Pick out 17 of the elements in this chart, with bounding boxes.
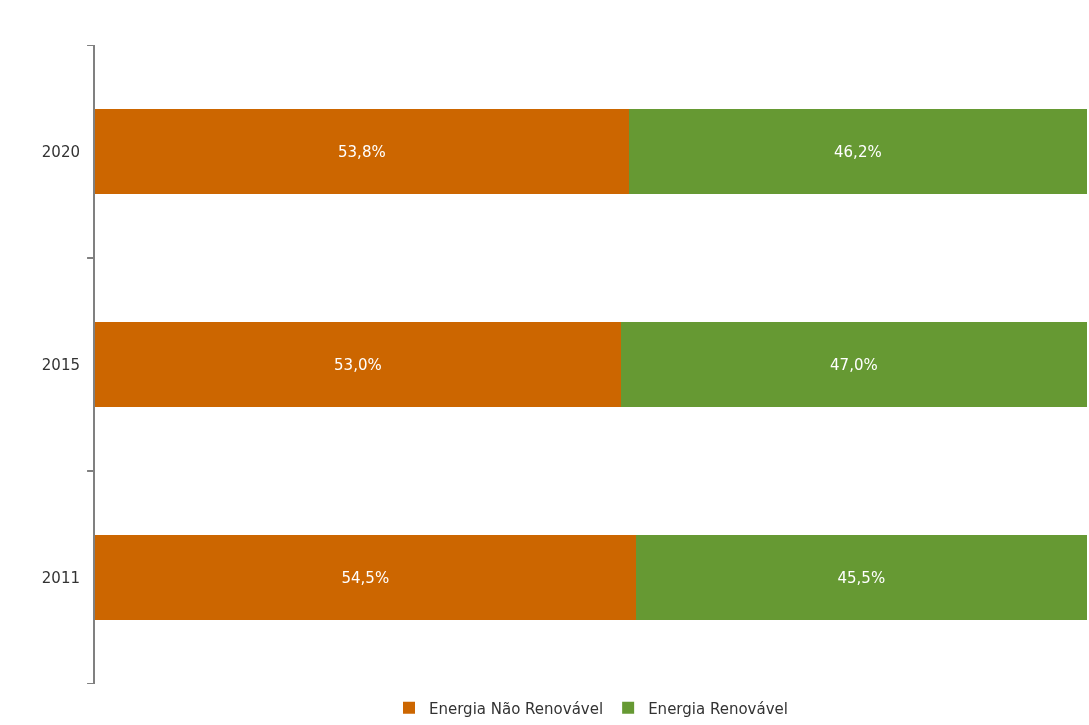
- data-label: 46,2%: [834, 142, 882, 161]
- data-label: 47,0%: [830, 355, 878, 374]
- bar: [620, 321, 1087, 408]
- y-tick-label: 2020: [41, 142, 80, 161]
- data-label: 54,5%: [341, 568, 390, 587]
- data-label: 45,5%: [837, 568, 886, 587]
- bar: [628, 108, 1087, 195]
- legend-label: Energia Renovável: [648, 699, 788, 718]
- bar: [95, 108, 629, 195]
- data-label: 53,8%: [338, 142, 386, 161]
- legend-label: Energia Não Renovável: [429, 699, 604, 718]
- y-tick-label: 2015: [41, 355, 80, 374]
- y-tick-label: 2011: [41, 568, 80, 587]
- bar: [95, 534, 636, 621]
- bar: [635, 534, 1087, 621]
- data-label: 53,0%: [334, 355, 382, 374]
- bar: [95, 321, 621, 408]
